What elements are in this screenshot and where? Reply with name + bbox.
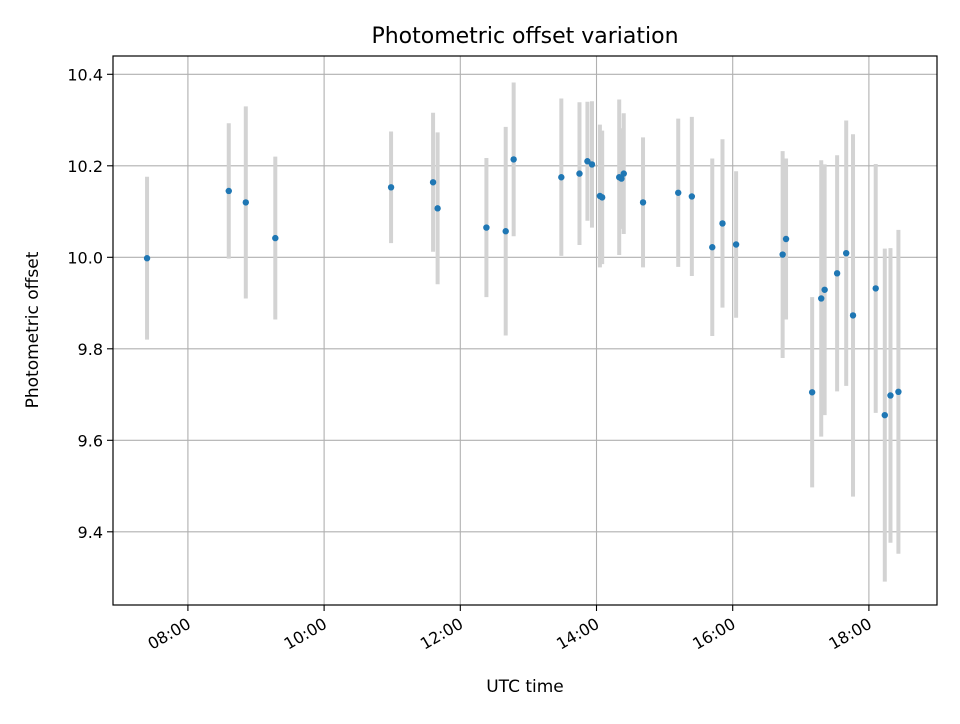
data-point [483, 224, 490, 231]
y-tick-label: 9.6 [78, 431, 103, 450]
data-point [833, 270, 841, 277]
data-point [709, 244, 716, 251]
y-tick-label: 9.4 [78, 523, 103, 542]
x-axis-label: UTC time [486, 677, 564, 697]
y-tick-label: 10.4 [67, 65, 103, 84]
data-point [818, 295, 825, 302]
data-point [887, 392, 894, 399]
data-point [618, 175, 625, 182]
grid-lines [113, 56, 937, 605]
data-point [502, 228, 509, 235]
y-tick-label: 10.2 [67, 157, 103, 176]
data-point [782, 235, 790, 243]
data-point [675, 189, 682, 196]
chart-title: Photometric offset variation [371, 24, 678, 49]
y-tick-label: 10.0 [67, 248, 103, 267]
data-point [143, 255, 151, 262]
data-point [872, 285, 879, 292]
y-axis-label: Photometric offset [23, 251, 43, 408]
y-axis-ticks: 9.4 9.6 9.8 10.0 10.2 10.4 [67, 65, 113, 542]
data-point [849, 312, 857, 319]
data-point [620, 170, 627, 177]
marker-series [143, 156, 902, 419]
data-point [808, 389, 816, 396]
data-point [510, 156, 517, 163]
data-point [732, 241, 740, 248]
data-point [225, 187, 232, 195]
data-point [588, 161, 596, 168]
data-point [576, 170, 583, 177]
data-point [843, 249, 850, 257]
data-point [558, 174, 565, 181]
plot-frame [112, 55, 938, 606]
data-point [719, 220, 726, 227]
data-point [598, 194, 606, 201]
data-point [779, 251, 786, 258]
data-point [242, 199, 249, 206]
data-point [387, 184, 395, 191]
data-point [272, 234, 279, 242]
data-point [895, 388, 902, 396]
data-point [584, 158, 591, 165]
data-point [688, 193, 696, 200]
data-point [434, 205, 441, 212]
data-point [639, 199, 647, 206]
data-point [881, 411, 888, 419]
y-tick-label: 9.8 [78, 340, 103, 359]
data-point [821, 286, 828, 293]
data-point [429, 179, 437, 186]
